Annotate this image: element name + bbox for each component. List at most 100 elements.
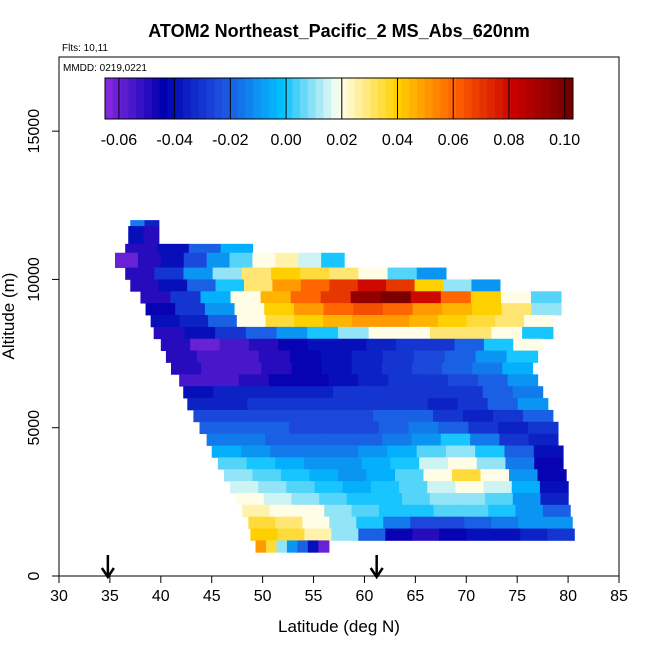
heatmap-cell — [276, 326, 308, 340]
heatmap-cell — [462, 409, 494, 423]
heatmap-cell — [272, 279, 302, 292]
heatmap-cell — [319, 492, 348, 506]
heatmap-cell — [475, 350, 508, 363]
heatmap-cell — [328, 374, 359, 387]
heatmap-cell — [243, 386, 274, 399]
colorbar-segment — [510, 78, 519, 119]
heatmap-cell — [433, 409, 464, 423]
heatmap-cell — [128, 226, 145, 245]
heatmap-cell — [229, 252, 254, 268]
x-axis-label: Latitude (deg N) — [278, 617, 400, 636]
heatmap-cell — [378, 504, 407, 518]
heatmap-cell — [346, 492, 376, 506]
colorbar-segment — [370, 78, 379, 119]
colorbar-segment — [424, 78, 434, 119]
colorbar-segment — [549, 78, 558, 119]
heatmap-cell — [250, 528, 278, 541]
heatmap-cell — [329, 267, 360, 280]
heatmap-cell — [440, 291, 472, 304]
heatmap-cell — [320, 291, 352, 304]
x-tick-label: 70 — [457, 588, 475, 605]
heatmap-cell — [455, 481, 485, 494]
heatmap-cell — [403, 409, 434, 423]
heatmap-cell — [504, 445, 535, 458]
heatmap-cell — [252, 252, 276, 268]
colorbar-segment — [268, 78, 278, 119]
heatmap-cell — [323, 433, 354, 446]
heatmap-cell — [348, 421, 380, 435]
heatmap-cell — [248, 516, 276, 529]
heatmap-cell — [320, 350, 353, 363]
heatmap-cell — [307, 338, 338, 351]
heatmap-cell — [307, 540, 319, 553]
heatmap-cell — [485, 492, 514, 506]
heatmap-cell — [506, 350, 539, 363]
colorbar-segment — [112, 78, 122, 119]
heatmap-cell — [528, 433, 559, 446]
heatmap-cell — [501, 303, 532, 316]
heatmap-cell — [170, 291, 202, 304]
heatmap-cell — [215, 326, 247, 340]
heatmap-cell — [493, 528, 521, 541]
heatmap-cell — [188, 243, 222, 254]
heatmap-cell — [223, 409, 254, 423]
colorbar-segment — [339, 78, 348, 119]
heatmap-cell — [380, 291, 412, 304]
heatmap-cell — [314, 481, 344, 494]
x-tick-label: 40 — [152, 588, 170, 605]
heatmap-cell — [427, 398, 459, 411]
heatmap-cell — [273, 386, 304, 399]
position-arrows — [100, 555, 384, 580]
colorbar-segment — [206, 78, 215, 119]
heatmap-cell — [545, 516, 573, 529]
heatmap-cell — [337, 398, 369, 411]
heatmap-cell — [318, 421, 350, 435]
heatmap-cell — [406, 504, 435, 518]
heatmap-cell — [196, 350, 229, 363]
heatmap-cell — [411, 362, 443, 375]
heatmap-cell — [144, 220, 160, 227]
heatmap-cell — [399, 326, 431, 340]
heatmap-cell — [483, 481, 513, 494]
y-tick-label: 0 — [26, 571, 43, 580]
colorbar-segment — [495, 78, 504, 119]
heatmap-cell — [452, 469, 482, 482]
heatmap-cell — [211, 445, 242, 458]
heatmap-cell — [217, 398, 248, 411]
heatmap-cell — [206, 252, 231, 268]
heatmap-cell — [230, 481, 259, 494]
colorbar-segment — [284, 78, 293, 119]
heatmap-cell — [460, 326, 493, 340]
heatmap-cell — [517, 398, 549, 411]
heatmap-cell — [241, 267, 272, 280]
heatmap-cell — [492, 409, 524, 423]
heatmap-cell — [530, 291, 562, 304]
heatmap-cell — [440, 433, 471, 446]
x-tick-label: 80 — [559, 588, 577, 605]
heatmap-cell — [353, 433, 383, 446]
colorbar-segment — [440, 78, 449, 119]
colorbar-segment — [261, 78, 270, 119]
heatmap-cell — [439, 528, 467, 541]
heatmap-cell — [416, 267, 447, 280]
heatmap-cell — [289, 421, 320, 435]
heatmap-cell — [270, 445, 301, 458]
colorbar-segment — [362, 78, 371, 119]
heatmap-cell — [300, 279, 330, 292]
heatmap-cell — [154, 267, 185, 280]
heatmap-cell — [386, 279, 416, 292]
heatmap-cell — [537, 469, 567, 482]
heatmap-cell — [382, 303, 414, 316]
heatmap-cell — [130, 279, 160, 292]
heatmap-cell — [269, 504, 298, 518]
heatmap-cell — [153, 326, 185, 340]
colorbar-segment — [105, 78, 114, 119]
colorbar-segment — [136, 78, 145, 119]
heatmap-cell — [278, 338, 309, 351]
heatmap-cell — [512, 492, 542, 506]
heatmap-cell — [302, 516, 330, 529]
colorbar-segment — [502, 78, 512, 119]
heatmap-cell — [351, 315, 382, 328]
heatmap-cell — [206, 433, 237, 446]
heatmap-cell — [381, 362, 413, 375]
